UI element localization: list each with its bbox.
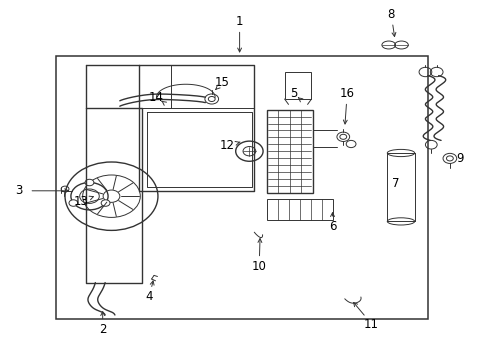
Text: 9: 9	[455, 152, 463, 165]
Text: 12: 12	[220, 139, 234, 152]
Text: 6: 6	[328, 220, 336, 233]
Text: 7: 7	[391, 177, 399, 190]
Circle shape	[101, 200, 110, 206]
Text: 10: 10	[251, 260, 266, 273]
Text: 5: 5	[289, 87, 297, 100]
Text: 13: 13	[73, 195, 88, 208]
Text: 11: 11	[364, 318, 378, 330]
Text: 14: 14	[149, 91, 163, 104]
Bar	[284, 72, 311, 99]
Text: 3: 3	[15, 184, 22, 197]
Text: 2: 2	[99, 323, 106, 336]
Text: 1: 1	[235, 15, 243, 28]
Text: 8: 8	[386, 8, 394, 21]
Circle shape	[85, 179, 94, 186]
Bar	[266, 110, 312, 193]
Bar	[266, 199, 332, 220]
Circle shape	[69, 200, 78, 206]
Text: 15: 15	[215, 76, 229, 89]
Text: 4: 4	[145, 291, 153, 303]
Bar	[56, 56, 427, 319]
Text: 16: 16	[339, 87, 354, 100]
